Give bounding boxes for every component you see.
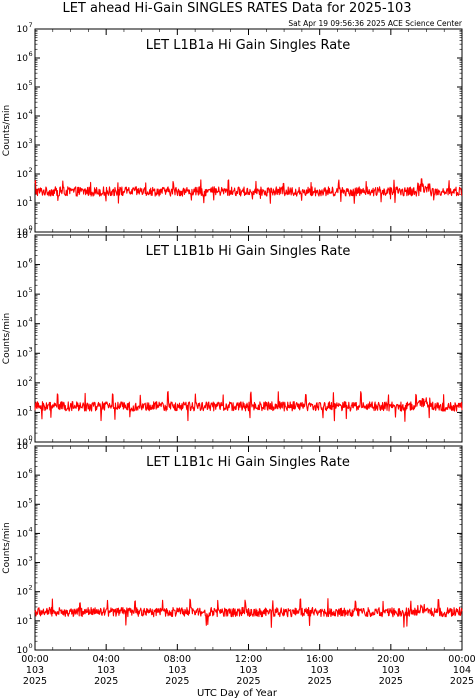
y-tick-label: 10 [17,588,29,598]
panel-title: LET L1B1a Hi Gain Singles Rate [146,38,351,53]
x-tick-time-label: 04:00 [92,654,119,665]
y-tick-exponent: 1 [29,404,33,412]
y-tick-label: 10 [17,438,29,448]
x-tick-time-label: 00:00 [21,654,48,665]
y-tick-exponent: 7 [29,21,33,29]
y-tick-label: 10 [17,559,29,569]
y-tick-exponent: 0 [29,434,33,442]
series-line [34,390,463,422]
y-tick-label: 10 [17,379,29,389]
y-tick-exponent: 0 [29,642,33,650]
y-tick-exponent: 2 [29,584,33,592]
y-tick-label: 10 [17,170,29,180]
y-tick-exponent: 3 [29,555,33,563]
y-tick-exponent: 6 [29,467,33,475]
timestamp: Sat Apr 19 09:56:36 2025 ACE Science Cen… [288,19,462,28]
y-tick-label: 10 [17,141,29,151]
series-line [34,598,463,628]
panel-frame [34,28,463,233]
x-tick-year-label: 2025 [308,676,332,687]
y-tick-exponent: 2 [29,375,33,383]
x-tick-time-label: 20:00 [377,654,404,665]
y-tick-exponent: 4 [29,108,33,116]
x-tick-day-label: 103 [311,665,329,676]
panel-title: LET L1B1b Hi Gain Singles Rate [146,244,351,259]
panel-frame [34,445,463,651]
series-line [34,178,463,204]
x-tick-year-label: 2025 [94,676,118,687]
y-tick-label: 10 [17,349,29,359]
x-tick-year-label: 2025 [165,676,189,687]
x-tick-year-label: 2025 [450,676,474,687]
x-tick-time-label: 12:00 [235,654,262,665]
x-tick-year-label: 2025 [379,676,403,687]
y-tick-exponent: 1 [29,195,33,203]
y-tick-exponent: 6 [29,50,33,58]
x-tick-time-label: 08:00 [164,654,191,665]
y-tick-exponent: 4 [29,316,33,324]
y-tick-exponent: 4 [29,525,33,533]
y-tick-label: 10 [17,290,29,300]
x-tick-day-label: 103 [26,665,44,676]
y-tick-label: 10 [17,529,29,539]
x-tick-year-label: 2025 [23,676,47,687]
y-tick-label: 10 [17,231,29,241]
y-tick-label: 10 [17,25,29,35]
y-tick-exponent: 3 [29,345,33,353]
y-tick-label: 10 [17,320,29,330]
x-tick-day-label: 103 [382,665,400,676]
y-tick-exponent: 2 [29,166,33,174]
x-tick-day-label: 103 [239,665,257,676]
figure-title: LET ahead Hi-Gain SINGLES RATES Data for… [62,1,411,16]
y-tick-label: 10 [17,228,29,238]
x-tick-day-label: 103 [168,665,186,676]
y-tick-label: 10 [17,112,29,122]
y-tick-exponent: 7 [29,438,33,446]
y-tick-label: 10 [17,261,29,271]
x-axis-label: UTC Day of Year [197,688,278,699]
panel-title: LET L1B1c Hi Gain Singles Rate [146,455,350,470]
y-tick-exponent: 5 [29,79,33,87]
y-tick-exponent: 5 [29,286,33,294]
y-tick-exponent: 7 [29,227,33,235]
x-tick-day-label: 103 [97,665,115,676]
y-axis-label: Counts/min [2,105,12,156]
y-axis-label: Counts/min [2,313,12,364]
y-tick-exponent: 0 [29,224,33,232]
y-tick-exponent: 3 [29,137,33,145]
y-tick-exponent: 1 [29,613,33,621]
x-tick-time-label: 00:00 [448,654,475,665]
y-tick-label: 10 [17,408,29,418]
x-tick-year-label: 2025 [236,676,260,687]
y-tick-label: 10 [17,471,29,481]
y-tick-label: 10 [17,199,29,209]
y-tick-label: 10 [17,500,29,510]
x-tick-time-label: 16:00 [306,654,333,665]
y-tick-exponent: 5 [29,496,33,504]
y-tick-label: 10 [17,54,29,64]
y-tick-label: 10 [17,617,29,627]
x-tick-day-label: 104 [453,665,471,676]
y-tick-label: 10 [17,442,29,452]
y-axis-label: Counts/min [2,522,12,573]
y-tick-label: 10 [17,646,29,656]
y-tick-label: 10 [17,83,29,93]
y-tick-exponent: 6 [29,257,33,265]
